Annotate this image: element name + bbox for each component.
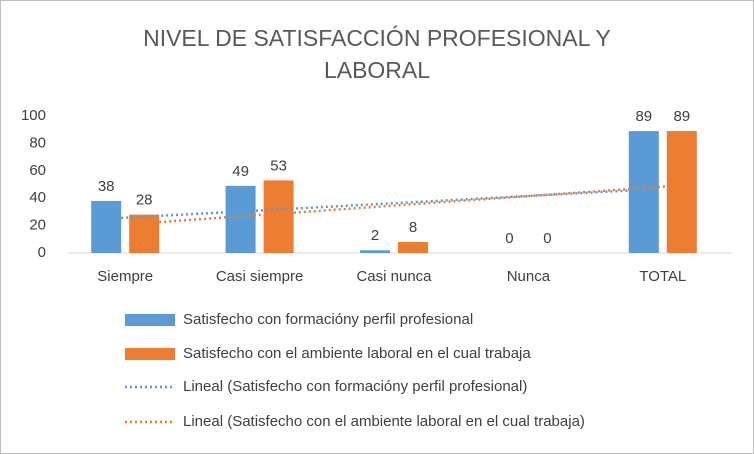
y-tick-label: 60 — [29, 162, 46, 179]
bar — [666, 131, 697, 253]
data-label: 89 — [635, 108, 652, 125]
y-tick-label: 40 — [29, 189, 46, 206]
data-label: 2 — [371, 227, 379, 244]
bar — [129, 214, 160, 253]
bar — [263, 180, 294, 253]
legend-label: Satisfecho con el ambiente laboral en el… — [183, 345, 531, 362]
data-label: 38 — [98, 178, 115, 195]
legend-label: Lineal (Satisfecho con el ambiente labor… — [183, 413, 585, 430]
y-tick-label: 20 — [29, 217, 46, 234]
y-tick-label: 0 — [38, 244, 46, 261]
x-tick-label: Casi nunca — [356, 268, 432, 285]
bar — [360, 250, 390, 253]
data-label: 0 — [543, 230, 551, 247]
legend-swatch — [125, 314, 175, 326]
data-label: 8 — [409, 219, 417, 236]
bar — [91, 200, 122, 253]
bar — [225, 185, 256, 253]
data-label: 89 — [673, 108, 690, 125]
x-tick-label: Siempre — [97, 268, 153, 285]
chart-title: NIVEL DE SATISFACCIÓN PROFESIONAL Y — [143, 25, 611, 51]
data-label: 0 — [505, 230, 513, 247]
chart-title: LABORAL — [324, 57, 430, 83]
legend-label: Satisfecho con formacióny perfil profesi… — [183, 311, 473, 328]
data-label: 53 — [270, 157, 287, 174]
legend-swatch — [125, 348, 175, 360]
data-label: 28 — [136, 192, 153, 209]
y-tick-label: 100 — [21, 107, 46, 124]
x-tick-label: Nunca — [507, 268, 551, 285]
legend-label: Lineal (Satisfecho con formacióny perfil… — [183, 378, 527, 395]
data-label: 49 — [232, 163, 249, 180]
bar — [628, 131, 659, 253]
x-tick-label: Casi siempre — [216, 268, 304, 285]
y-tick-label: 80 — [29, 134, 46, 151]
x-tick-label: TOTAL — [639, 268, 686, 285]
bar — [398, 242, 428, 253]
